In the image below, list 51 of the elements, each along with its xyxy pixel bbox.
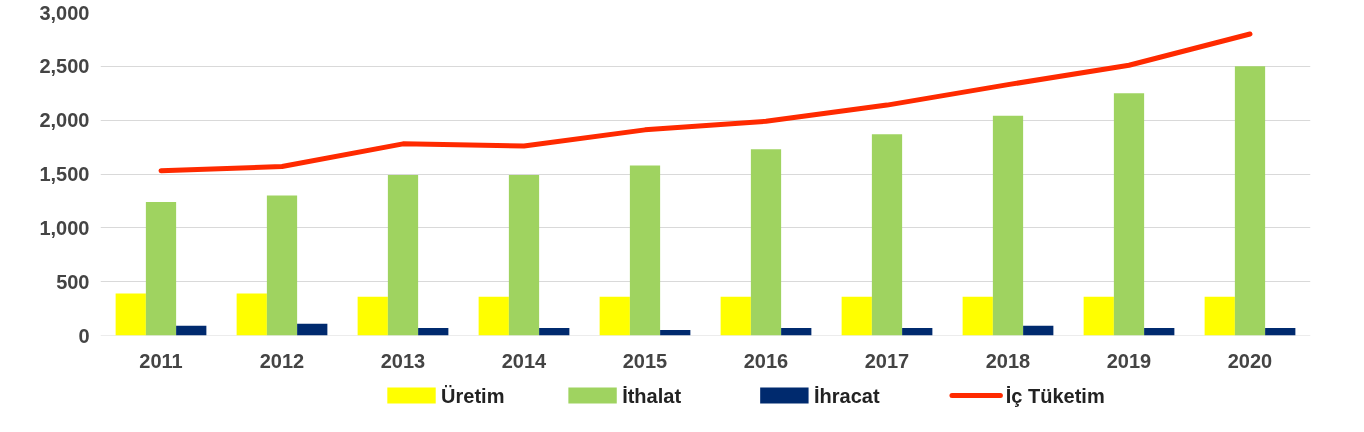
x-tick-label: 2017 bbox=[864, 349, 910, 372]
bar bbox=[115, 293, 146, 336]
bar bbox=[1144, 327, 1175, 336]
x-tick-label: 2015 bbox=[622, 349, 668, 372]
bar bbox=[599, 296, 630, 336]
bar bbox=[629, 165, 661, 336]
x-tick-label: 2016 bbox=[743, 349, 789, 372]
legend-label: İthalat bbox=[622, 384, 682, 407]
bar bbox=[1204, 296, 1235, 336]
y-tick-label: 1,000 bbox=[39, 216, 90, 239]
y-tick-label: 2,500 bbox=[39, 55, 90, 78]
bar bbox=[720, 296, 751, 336]
bar bbox=[508, 175, 540, 336]
bar bbox=[871, 134, 903, 336]
bar bbox=[1234, 66, 1266, 336]
bar bbox=[750, 149, 782, 336]
x-tick-label: 2014 bbox=[501, 349, 548, 372]
x-tick-label: 2011 bbox=[139, 349, 183, 372]
bar bbox=[478, 296, 509, 336]
bar bbox=[387, 175, 419, 336]
bar bbox=[418, 327, 449, 336]
y-tick-label: 500 bbox=[56, 270, 90, 293]
bar bbox=[1265, 327, 1296, 336]
legend-label: İç Tüketim bbox=[1005, 384, 1105, 407]
bar bbox=[902, 327, 933, 336]
y-tick-label: 0 bbox=[78, 324, 90, 347]
bar bbox=[297, 323, 328, 336]
legend-label: Üretim bbox=[441, 384, 505, 407]
x-tick-label: 2019 bbox=[1106, 349, 1152, 372]
bar bbox=[1113, 93, 1145, 336]
bar bbox=[992, 115, 1024, 336]
bar bbox=[781, 327, 812, 336]
bar bbox=[962, 296, 993, 336]
bar bbox=[357, 296, 388, 336]
bar bbox=[1023, 325, 1054, 336]
bar bbox=[841, 296, 872, 336]
bar bbox=[539, 327, 570, 336]
y-tick-label: 1,500 bbox=[39, 163, 90, 185]
bar bbox=[145, 201, 177, 336]
x-tick-label: 2013 bbox=[380, 349, 426, 372]
bar bbox=[266, 195, 298, 336]
y-tick-label: 2,000 bbox=[39, 109, 90, 132]
bar bbox=[1083, 296, 1114, 336]
x-tick-label: 2020 bbox=[1227, 349, 1273, 372]
bar bbox=[236, 293, 267, 336]
legend-label: İhracat bbox=[813, 384, 880, 407]
bar bbox=[660, 330, 691, 336]
y-tick-label: 3,000 bbox=[39, 1, 90, 24]
bar bbox=[176, 325, 207, 336]
x-tick-label: 2012 bbox=[259, 349, 305, 372]
x-tick-label: 2018 bbox=[985, 349, 1031, 372]
